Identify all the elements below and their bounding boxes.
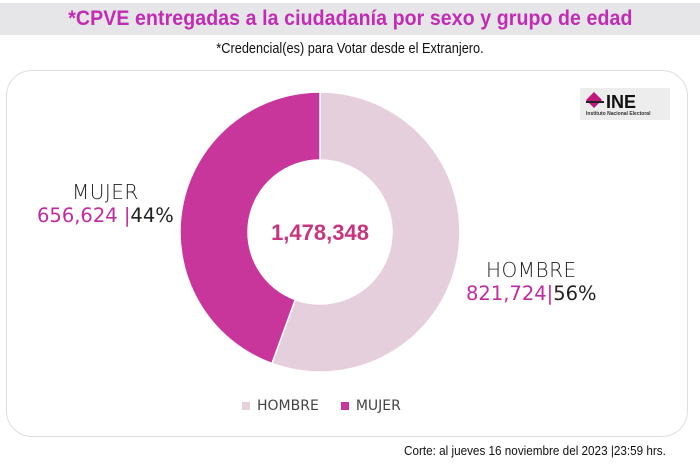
logo-subtext: Instituto Nacional Electoral	[586, 111, 651, 117]
legend-item-hombre[interactable]: HOMBRE	[242, 398, 319, 414]
donut-slice-mujer	[179, 91, 321, 365]
mujer-label: MUJER 656,624 |44%	[37, 180, 174, 227]
mujer-separator: |	[123, 204, 131, 227]
mujer-percent: 44%	[130, 204, 174, 227]
page-subtitle: *Credencial(es) para Votar desde el Extr…	[216, 41, 484, 57]
mujer-value-line: 656,624 |44%	[37, 204, 174, 227]
hombre-value-line: 821,724|56%	[466, 282, 597, 305]
chart-legend: HOMBRE MUJER	[242, 398, 423, 414]
page-title: *CPVE entregadas a la ciudadanía por sex…	[67, 7, 633, 30]
title-bar: *CPVE entregadas a la ciudadanía por sex…	[0, 3, 700, 35]
legend-item-mujer[interactable]: MUJER	[340, 398, 401, 414]
legend-label-hombre: HOMBRE	[257, 398, 319, 414]
footer-cutoff: Corte: al jueves 16 noviembre del 2023 |…	[404, 443, 666, 458]
mujer-name: MUJER	[71, 180, 139, 204]
donut-slice-hombre	[270, 91, 461, 373]
ine-logo: INE Instituto Nacional Electoral	[580, 88, 670, 120]
hombre-label: HOMBRE 821,724|56%	[466, 258, 597, 305]
donut-total: 1,478,348	[271, 220, 369, 245]
legend-label-mujer: MUJER	[355, 398, 401, 414]
mujer-value: 656,624	[37, 204, 118, 227]
hombre-percent: 56%	[553, 282, 597, 305]
legend-swatch-mujer	[340, 402, 349, 410]
ine-diamond-logo-icon: INE	[586, 92, 636, 112]
hombre-value: 821,724	[466, 282, 547, 305]
hombre-name: HOMBRE	[485, 258, 577, 282]
logo-text: INE	[606, 92, 636, 112]
legend-swatch-hombre	[242, 402, 250, 410]
hombre-separator: |	[546, 282, 554, 305]
